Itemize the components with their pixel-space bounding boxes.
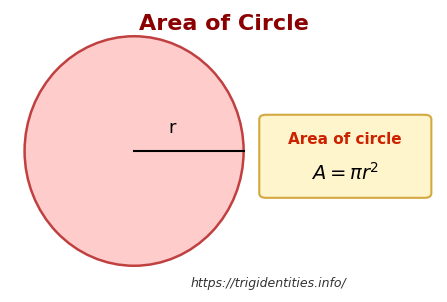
Text: Area of Circle: Area of Circle (139, 14, 308, 34)
Text: r: r (169, 119, 176, 137)
Text: $A = \pi r^2$: $A = \pi r^2$ (311, 162, 380, 184)
FancyBboxPatch shape (259, 115, 431, 198)
Ellipse shape (25, 36, 244, 266)
Text: https://trigidentities.info/: https://trigidentities.info/ (190, 277, 346, 291)
Text: Area of circle: Area of circle (288, 132, 402, 147)
